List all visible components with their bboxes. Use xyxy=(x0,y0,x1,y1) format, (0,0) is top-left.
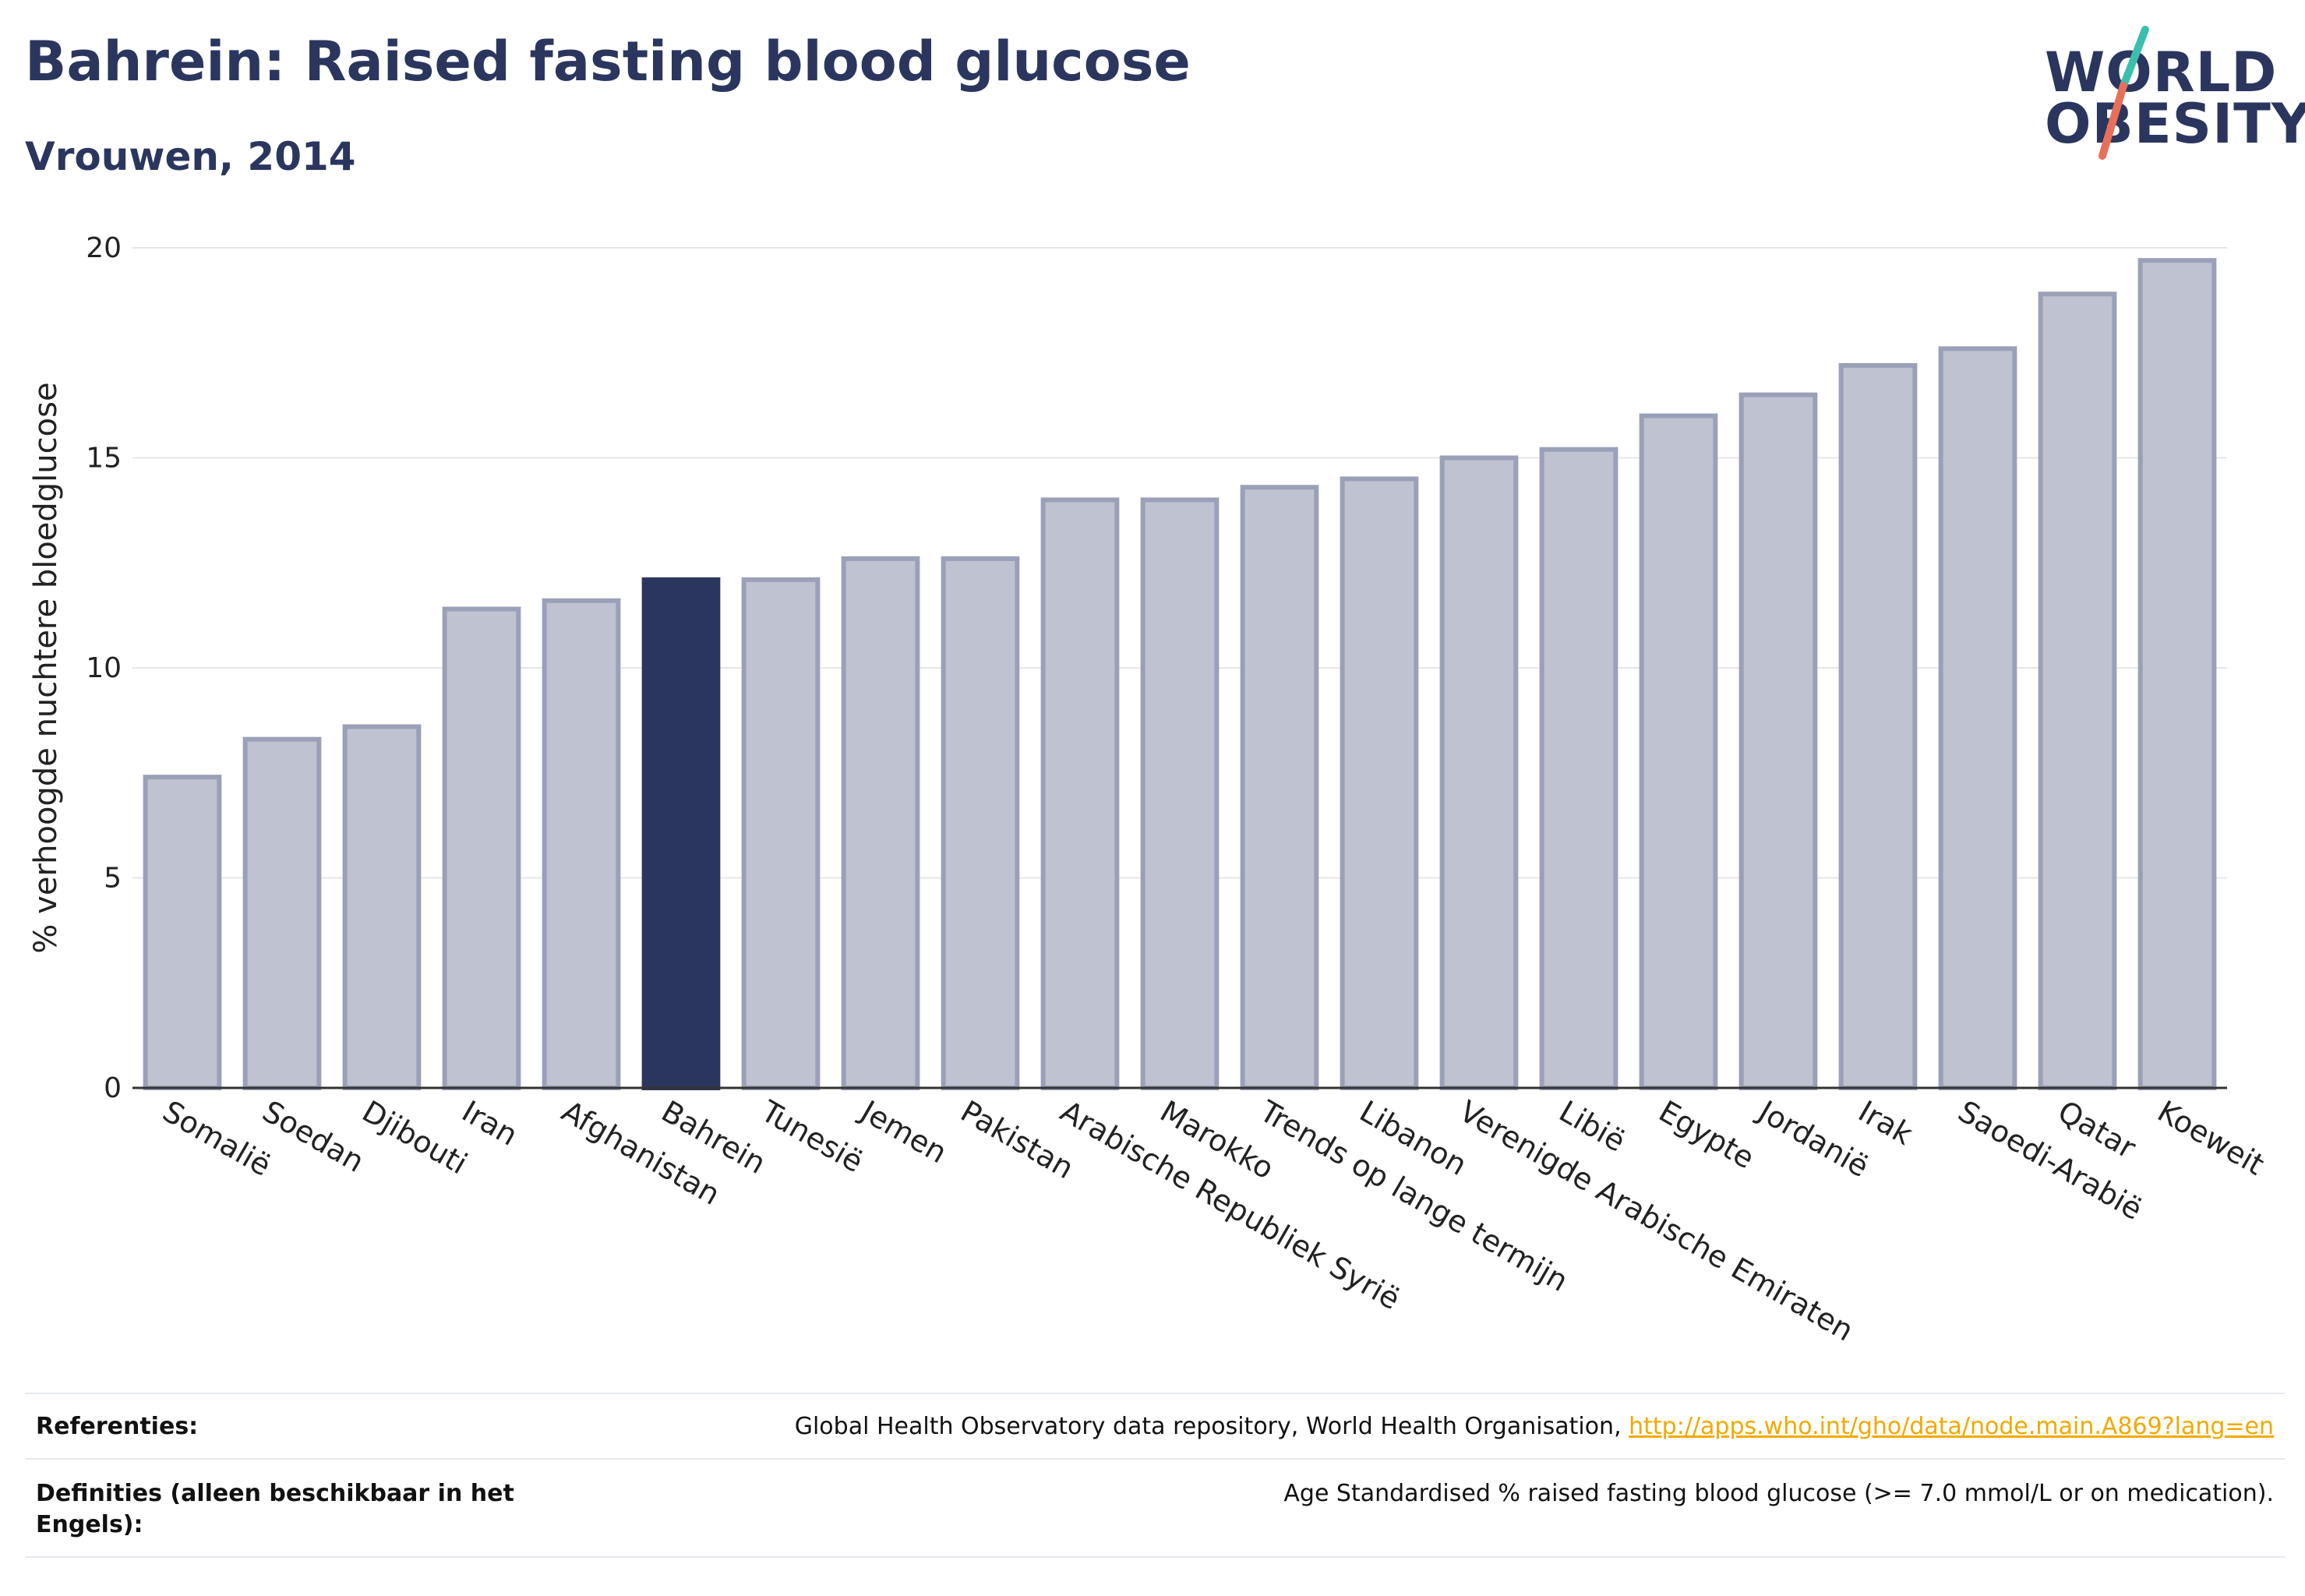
bar xyxy=(143,775,222,1090)
x-tick-label: Irak xyxy=(1853,1094,1918,1152)
bar xyxy=(1140,497,1220,1090)
x-tick-label: Tunesië xyxy=(755,1093,869,1179)
references-text: Global Health Observatory data repositor… xyxy=(794,1413,1629,1440)
axis-layer: 0 5 10 15 20 xyxy=(86,232,2227,1104)
x-tick-label: Djibouti xyxy=(357,1094,474,1181)
bar xyxy=(641,577,721,1090)
x-tick-label: Iran xyxy=(457,1094,524,1153)
references-link[interactable]: http://apps.who.int/gho/data/node.main.A… xyxy=(1629,1413,2274,1440)
logo-text-line1: WORLD xyxy=(2045,41,2278,104)
bar xyxy=(841,556,920,1090)
references-label: Referenties: xyxy=(36,1413,199,1440)
bar xyxy=(2137,258,2217,1090)
bar xyxy=(1439,455,1519,1090)
bar xyxy=(1539,447,1618,1091)
world-obesity-logo: WORLD OBESITY xyxy=(2034,23,2305,164)
x-tick-label: Somalië xyxy=(157,1094,277,1183)
logo-text-line2: OBESITY xyxy=(2045,92,2305,156)
bar xyxy=(1340,476,1419,1090)
bar xyxy=(342,724,422,1091)
bar xyxy=(1240,485,1319,1091)
x-tick-label: Soedan xyxy=(257,1094,370,1179)
y-axis-label: % verhoogde nuchtere bloedglucose xyxy=(28,382,64,953)
definitions-row: Definities (alleen beschikbaar in het En… xyxy=(25,1458,2285,1558)
bar xyxy=(1738,392,1818,1090)
bar xyxy=(1639,413,1718,1091)
definitions-value: Age Standardised % raised fasting blood … xyxy=(1283,1480,2274,1507)
logo-slash-icon xyxy=(2099,26,2149,160)
bar xyxy=(1838,362,1918,1091)
definitions-label: Definities (alleen beschikbaar in het En… xyxy=(36,1480,514,1538)
y-tick-label: 0 xyxy=(104,1072,122,1104)
bar xyxy=(542,598,621,1090)
bar xyxy=(741,577,821,1090)
y-tick-label: 20 xyxy=(86,232,122,264)
bar xyxy=(242,736,322,1090)
x-tick-label: Jordanië xyxy=(1752,1093,1875,1185)
bar xyxy=(1938,346,2017,1091)
x-tick-label: Jemen xyxy=(854,1093,953,1171)
bar xyxy=(941,556,1020,1090)
bar xyxy=(2038,291,2117,1091)
references-row: Referenties: Global Health Observatory d… xyxy=(25,1393,2285,1460)
y-tick-label: 10 xyxy=(86,652,122,684)
references-value: Global Health Observatory data repositor… xyxy=(795,1411,2274,1442)
x-tick-label: Pakistan xyxy=(955,1094,1080,1186)
x-tick-label: Egypte xyxy=(1654,1094,1760,1176)
x-tick-label: Koeweit xyxy=(2152,1094,2271,1182)
y-tick-label: 5 xyxy=(104,863,122,895)
bar-layer xyxy=(143,258,2217,1091)
y-tick-label: 15 xyxy=(86,443,122,475)
bar xyxy=(1040,497,1120,1090)
bar xyxy=(442,606,521,1091)
page-subtitle: Vrouwen, 2014 xyxy=(25,134,356,179)
page-title: Bahrein: Raised fasting blood glucose xyxy=(25,30,1191,94)
